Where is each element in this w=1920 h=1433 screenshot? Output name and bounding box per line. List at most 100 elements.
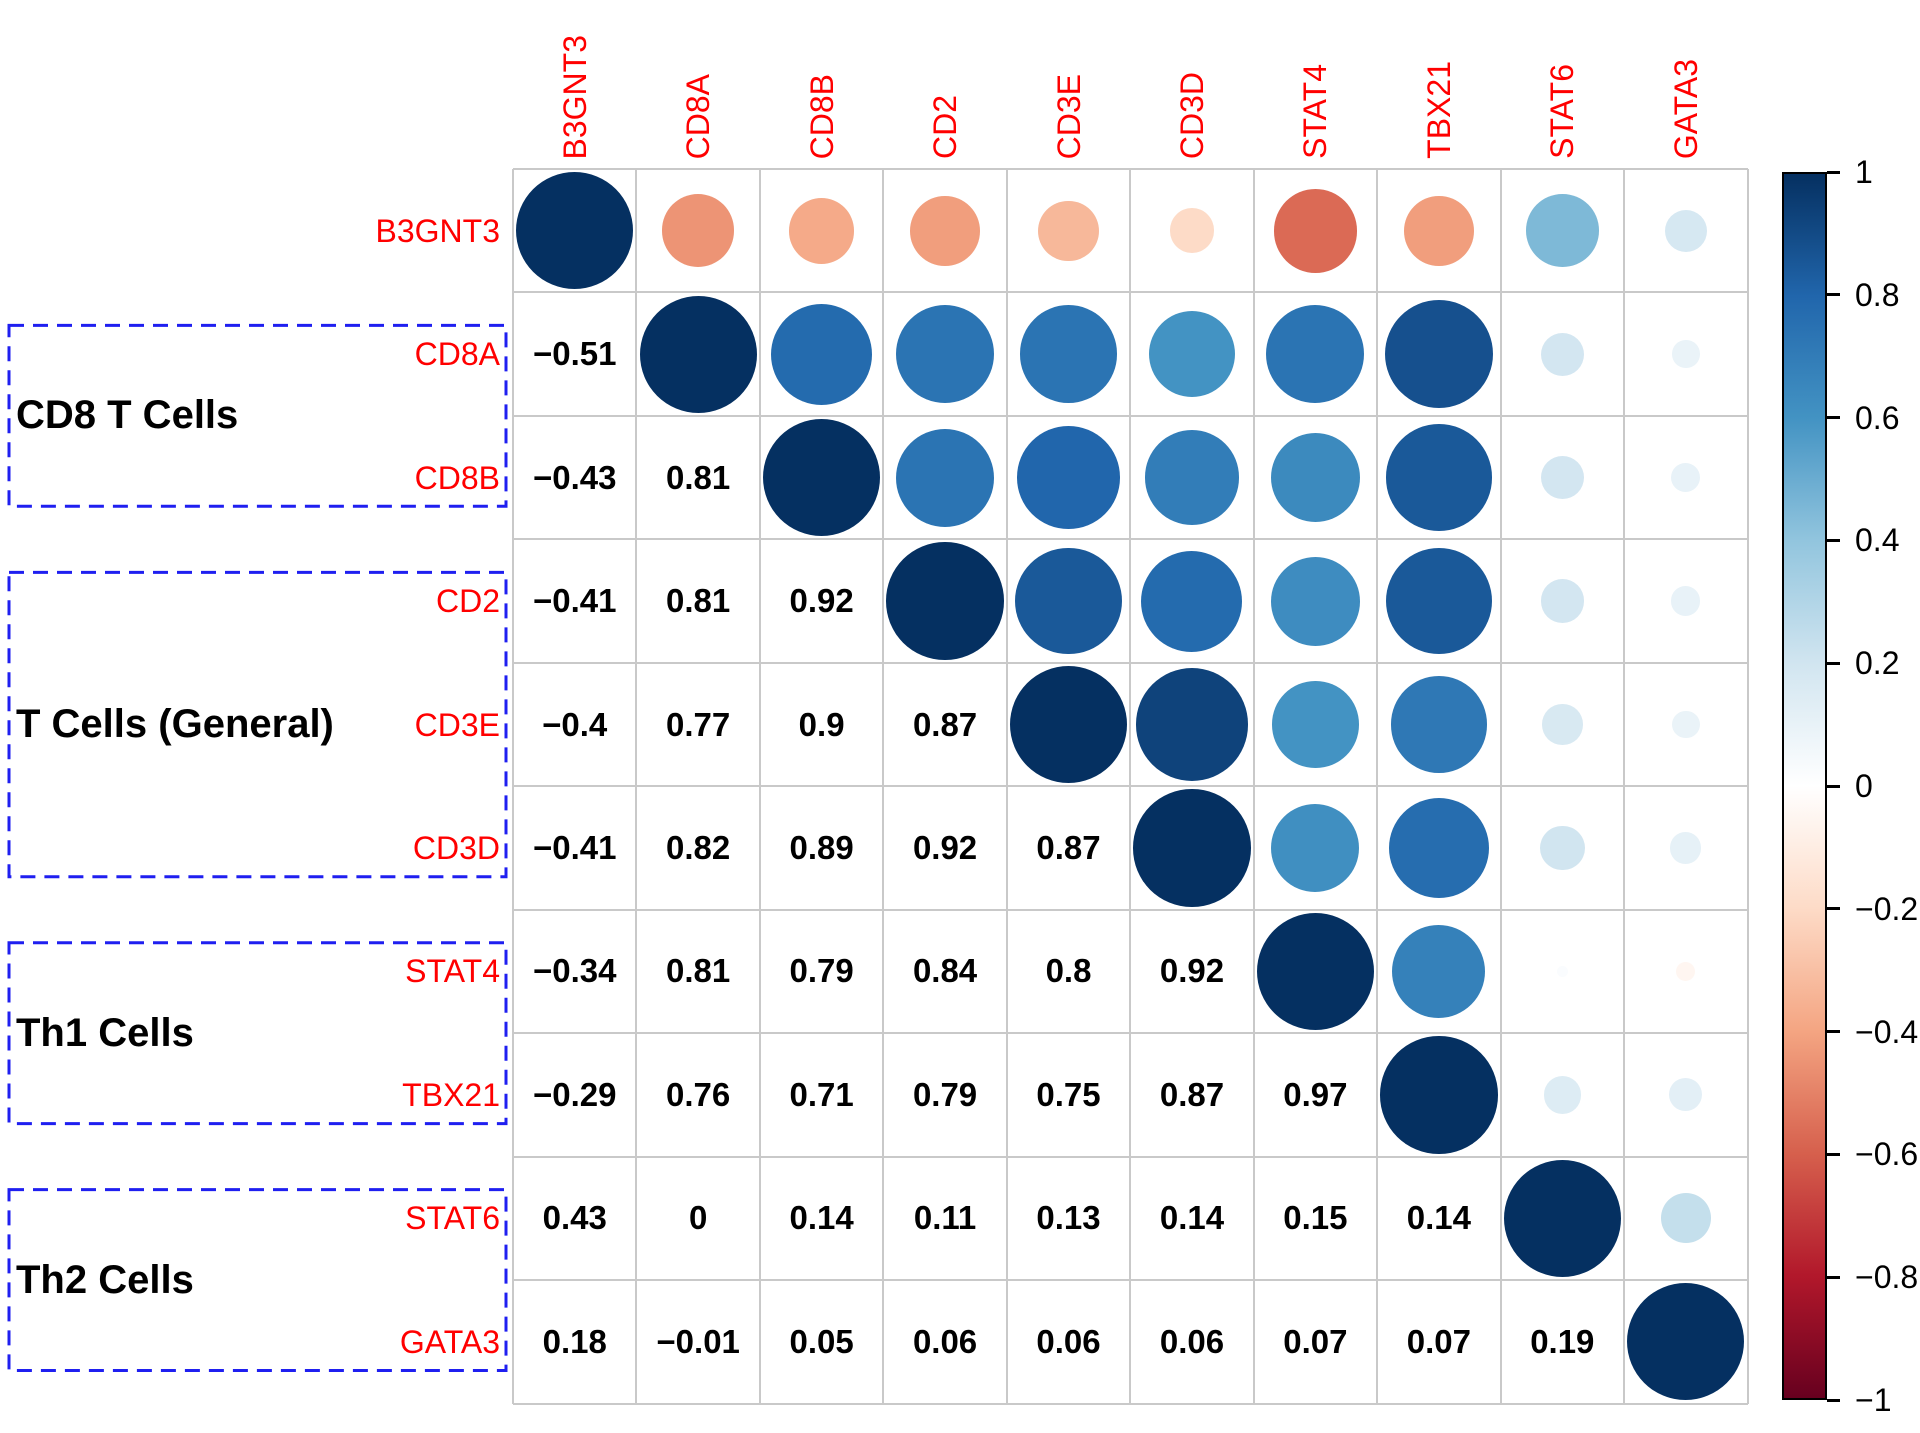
correlation-value: 0.76 <box>666 1075 731 1113</box>
column-label-cd3d: CD3D <box>1173 71 1210 159</box>
grid-vline <box>1746 169 1749 1404</box>
colorbar-tick-label: −0.6 <box>1855 1136 1919 1173</box>
correlation-circle <box>1526 194 1599 268</box>
correlation-circle <box>1015 547 1122 655</box>
correlation-circle <box>762 418 881 537</box>
correlation-circle <box>1019 305 1118 404</box>
grid-vline <box>1499 169 1502 1404</box>
correlation-circle <box>1671 586 1701 616</box>
column-label-box: STAT6 <box>1542 0 1582 159</box>
colorbar-tick-label: 0.8 <box>1855 276 1900 313</box>
column-label-cd2: CD2 <box>927 94 964 159</box>
correlation-value: 0.06 <box>1159 1322 1225 1360</box>
correlation-value: −0.4 <box>542 705 608 743</box>
row-label-b3gnt3: B3GNT3 <box>375 212 500 249</box>
grid-hline <box>513 1279 1748 1282</box>
correlation-value: 0.87 <box>912 705 978 743</box>
correlation-circle <box>1540 332 1584 376</box>
correlation-circle <box>1671 340 1700 368</box>
correlation-circle <box>896 305 995 404</box>
colorbar-tick <box>1827 784 1840 788</box>
column-label-box: CD8A <box>678 0 718 159</box>
column-label-box: CD3E <box>1049 0 1089 159</box>
group-label-cd8-t-cells: CD8 T Cells <box>16 393 239 437</box>
correlation-circle <box>1676 961 1696 982</box>
column-label-gata3: GATA3 <box>1667 58 1704 159</box>
correlation-circle <box>639 295 757 413</box>
colorbar-tick <box>1827 661 1840 665</box>
correlation-value: 0.05 <box>789 1322 854 1360</box>
correlation-value: 0.07 <box>1406 1322 1471 1360</box>
colorbar-tick-label: −0.2 <box>1855 890 1919 927</box>
correlation-value: 0.79 <box>912 1075 978 1113</box>
grid-hline <box>513 1155 1748 1158</box>
correlation-circle <box>1270 556 1360 646</box>
correlation-circle <box>1256 912 1375 1031</box>
correlation-value: 0.84 <box>912 952 978 990</box>
correlation-circle <box>1390 676 1488 773</box>
colorbar-tick <box>1827 1398 1840 1402</box>
correlation-circle <box>1385 424 1493 531</box>
correlation-value: 0.07 <box>1283 1322 1348 1360</box>
correlation-value: 0.92 <box>912 828 978 866</box>
correlation-circle <box>1380 1036 1498 1154</box>
correlation-circle <box>1272 681 1359 768</box>
correlation-value: 0.13 <box>1036 1199 1101 1237</box>
correlation-value: 0.15 <box>1283 1199 1348 1237</box>
colorbar-tick-label: 0.6 <box>1855 399 1900 436</box>
correlation-circle <box>1543 1076 1582 1114</box>
row-label-cd8a: CD8A <box>414 336 500 373</box>
correlation-value: 0.81 <box>666 582 731 620</box>
correlation-circle <box>1671 462 1701 493</box>
colorbar-tick-label: 1 <box>1855 154 1873 190</box>
correlation-circle <box>1141 550 1243 652</box>
colorbar-tick <box>1827 1152 1840 1156</box>
correlation-circle <box>1384 299 1494 409</box>
colorbar-tick <box>1827 907 1840 911</box>
colorbar-tick-label: 0.2 <box>1855 645 1900 682</box>
correlation-value: −0.34 <box>532 952 617 990</box>
colorbar-tick-label: −0.8 <box>1855 1259 1919 1296</box>
correlation-circle <box>1670 832 1702 864</box>
correlation-circle <box>661 194 735 268</box>
correlation-value: 0.14 <box>1406 1199 1471 1237</box>
correlation-circle <box>1392 924 1486 1018</box>
grid-vline <box>1252 169 1255 1404</box>
colorbar-tick <box>1827 416 1840 420</box>
correlation-circle <box>1009 665 1128 784</box>
correlation-circle <box>1540 455 1584 500</box>
correlation-circle <box>1144 430 1240 525</box>
group-box-th1-cells <box>7 941 508 1126</box>
correlation-circle <box>1660 1193 1711 1244</box>
row-label-cd8b: CD8B <box>414 459 500 496</box>
column-label-box: TBX21 <box>1419 0 1459 159</box>
correlation-value: 0.71 <box>789 1075 854 1113</box>
correlation-circle <box>1539 825 1585 871</box>
correlation-circle <box>516 172 634 290</box>
correlation-circle <box>896 428 995 527</box>
correlation-value: −0.43 <box>532 458 617 496</box>
correlation-circle <box>1542 704 1583 745</box>
row-label-cd2: CD2 <box>435 583 500 620</box>
correlation-circle <box>1271 803 1360 892</box>
grid-hline <box>513 1032 1748 1035</box>
correlation-circle <box>1169 208 1215 254</box>
correlation-circle <box>1664 209 1707 252</box>
column-label-box: CD8B <box>802 0 842 159</box>
correlation-circle <box>771 303 873 405</box>
row-label-stat4: STAT4 <box>405 953 500 990</box>
correlation-value: 0.19 <box>1530 1322 1595 1360</box>
correlation-value: 0.9 <box>798 705 845 743</box>
correlation-circle <box>1133 789 1251 907</box>
correlation-value: 0.43 <box>542 1199 607 1237</box>
correlation-value: −0.41 <box>532 582 617 620</box>
colorbar-tick <box>1827 170 1840 174</box>
colorbar-tick <box>1827 1030 1840 1034</box>
correlation-value: 0.77 <box>666 705 731 743</box>
colorbar-tick <box>1827 293 1840 297</box>
correlation-circle <box>1135 668 1249 781</box>
correlation-value: −0.29 <box>532 1075 617 1113</box>
colorbar-tick-label: −1 <box>1855 1382 1892 1418</box>
group-box-th2-cells <box>7 1188 508 1372</box>
correlation-circle <box>788 197 855 264</box>
